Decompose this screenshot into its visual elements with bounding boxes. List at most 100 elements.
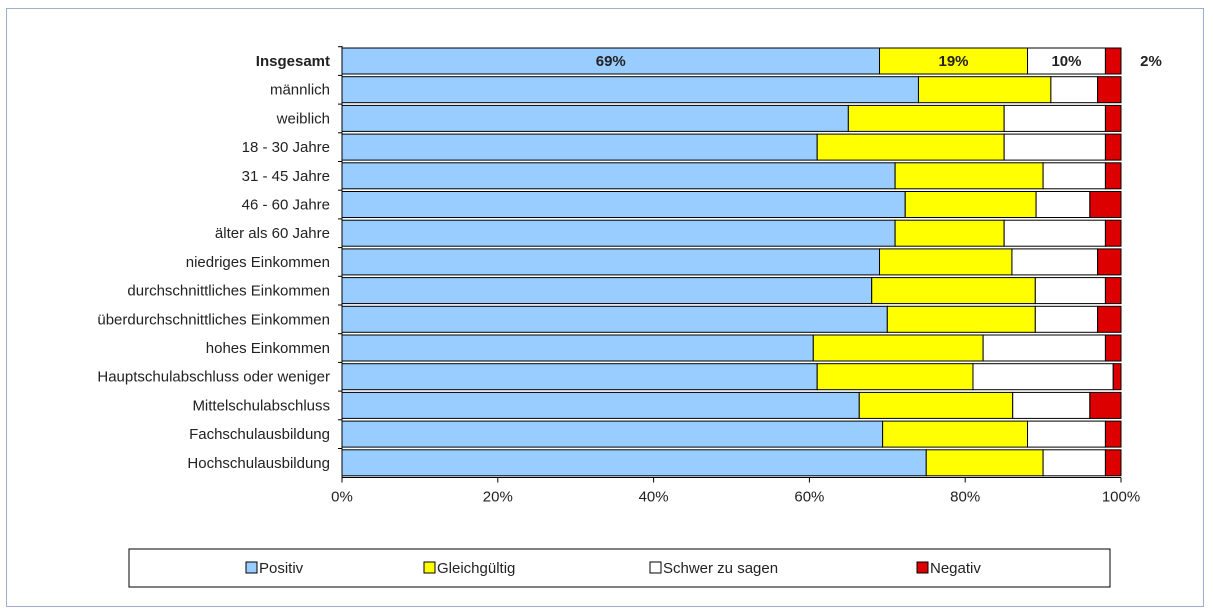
bar-schwer-zu-sagen-hohes-einkommen [982,334,1106,362]
bar-negativ-insgesamt [1104,47,1122,75]
bar-gleichgueltig-31-45-jahre [894,162,1044,190]
legend-label-positiv: Positiv [259,560,304,577]
data-label-negativ: 2% [1140,53,1162,70]
category-label-mittelschulabschluss: Mittelschulabschluss [192,397,330,414]
bar-positiv-aelter-als-60-jahre [341,219,896,247]
bar-negativ-fachschulausbildung [1104,420,1122,448]
legend-swatch-gleichgueltig [423,561,436,574]
category-label-aelter-als-60-jahre: älter als 60 Jahre [215,225,330,242]
bar-negativ-maennlich [1097,76,1122,104]
bar-positiv-niedriges-einkommen [341,248,881,276]
bar-positiv-hauptschulabschluss-oder-weniger [341,363,818,391]
category-label-durchschnittliches-einkommen: durchschnittliches Einkommen [127,283,330,300]
bar-gleichgueltig-18-30-jahre [816,133,1005,161]
data-label-positiv: 69% [596,53,626,70]
bar-schwer-zu-sagen-mittelschulabschluss [1012,391,1091,419]
data-label-schwer-zu-sagen: 10% [1051,53,1081,70]
bar-negativ-46-60-jahre [1089,191,1122,218]
bar-gleichgueltig-46-60-jahre [904,191,1037,218]
category-label-hauptschulabschluss-oder-weniger: Hauptschulabschluss oder weniger [97,369,330,386]
bar-positiv-hochschulausbildung [341,449,927,477]
x-tick-label-40: 40% [639,489,669,506]
category-label-fachschulausbildung: Fachschulausbildung [189,426,330,443]
bar-schwer-zu-sagen-31-45-jahre [1042,162,1106,190]
bar-schwer-zu-sagen-durchschnittliches-einkommen [1034,277,1106,305]
bar-positiv-31-45-jahre [341,162,896,190]
bar-negativ-18-30-jahre [1104,133,1122,161]
bar-gleichgueltig-hochschulausbildung [925,449,1044,477]
bar-schwer-zu-sagen-fachschulausbildung [1027,420,1106,448]
bar-positiv-18-30-jahre [341,133,818,161]
data-label-gleichgueltig: 19% [938,53,968,70]
bar-schwer-zu-sagen-hauptschulabschluss-oder-weniger [972,363,1114,391]
bar-schwer-zu-sagen-weiblich [1003,104,1106,132]
bar-gleichgueltig-weiblich [847,104,1005,132]
bar-schwer-zu-sagen-46-60-jahre [1035,191,1091,218]
bar-gleichgueltig-ueberdurchschnittliches-einkommen [886,305,1036,333]
x-axis: 0% 20% 40% 60% 80% 100% [331,46,1140,506]
bar-gleichgueltig-hauptschulabschluss-oder-weniger [816,363,974,391]
bar-negativ-hauptschulabschluss-oder-weniger [1112,363,1122,391]
x-tick-label-60: 60% [794,489,824,506]
chart-frame: Insgesamt männlich weiblich 18 - 30 Jahre 31… [6,8,1204,607]
stacked-bar-chart: Insgesamt männlich weiblich 18 - 30 Jahre 31… [97,46,1162,588]
bar-negativ-mittelschulabschluss [1089,391,1122,419]
legend-swatch-negativ [916,561,929,574]
category-label-ueberdurchschnittliches-einkommen: überdurchschnittliches Einkommen [97,311,330,328]
legend-swatch-positiv [245,561,258,574]
category-label-31-45-jahre: 31 - 45 Jahre [242,168,330,185]
bar-schwer-zu-sagen-ueberdurchschnittliches-einkommen [1034,305,1099,333]
bar-positiv-durchschnittliches-einkommen [341,277,873,305]
bar-schwer-zu-sagen-18-30-jahre [1003,133,1106,161]
category-label-niedriges-einkommen: niedriges Einkommen [186,254,330,271]
legend-label-gleichgueltig: Gleichgültig [437,560,515,577]
bar-positiv-fachschulausbildung [341,420,884,448]
bar-gleichgueltig-durchschnittliches-einkommen [871,277,1036,305]
bar-positiv-46-60-jahre [341,191,906,218]
category-label-hochschulausbildung: Hochschulausbildung [187,455,330,472]
bar-negativ-aelter-als-60-jahre [1104,219,1122,247]
bar-negativ-31-45-jahre [1104,162,1122,190]
bar-negativ-weiblich [1104,104,1122,132]
bar-schwer-zu-sagen-niedriges-einkommen [1011,248,1099,276]
bar-gleichgueltig-maennlich [917,76,1052,104]
x-tick-label-100: 100% [1102,489,1140,506]
category-labels: Insgesamt männlich weiblich 18 - 30 Jahre 31… [97,53,330,472]
bar-schwer-zu-sagen-hochschulausbildung [1042,449,1106,477]
bar-gleichgueltig-hohes-einkommen [812,334,984,362]
legend-label-schwer-zu-sagen: Schwer zu sagen [663,560,778,577]
bar-positiv-ueberdurchschnittliches-einkommen [341,305,888,333]
category-label-46-60-jahre: 46 - 60 Jahre [242,197,330,214]
category-label-insgesamt: Insgesamt [256,53,330,70]
category-label-weiblich: weiblich [276,110,330,127]
bar-schwer-zu-sagen-aelter-als-60-jahre [1003,219,1106,247]
bar-positiv-hohes-einkommen [341,334,814,362]
bar-gleichgueltig-niedriges-einkommen [879,248,1013,276]
x-tick-label-80: 80% [950,489,980,506]
category-label-maennlich: männlich [270,82,330,99]
x-tick-label-20: 20% [483,489,513,506]
legend-box [128,548,1111,588]
bar-negativ-hochschulausbildung [1104,449,1122,477]
bar-gleichgueltig-insgesamt [879,47,1029,75]
bars-layer [341,47,1122,477]
legend-label-negativ: Negativ [930,560,981,577]
legend-swatch-schwer-zu-sagen [649,561,662,574]
bar-positiv-mittelschulabschluss [341,391,860,419]
bar-gleichgueltig-aelter-als-60-jahre [894,219,1005,247]
bar-schwer-zu-sagen-maennlich [1050,76,1099,104]
legend: Positiv Gleichgültig Schwer zu sagen Negati… [128,548,1111,588]
bar-gleichgueltig-mittelschulabschluss [858,391,1014,419]
data-labels: 69% 19% 10% 2% [596,53,1162,70]
bar-negativ-hohes-einkommen [1104,334,1122,362]
x-tick-label-0: 0% [331,489,353,506]
bar-negativ-durchschnittliches-einkommen [1104,277,1122,305]
category-label-18-30-jahre: 18 - 30 Jahre [242,139,330,156]
bar-positiv-maennlich [341,76,919,104]
bar-negativ-niedriges-einkommen [1097,248,1122,276]
bar-negativ-ueberdurchschnittliches-einkommen [1097,305,1122,333]
bar-positiv-insgesamt [341,47,881,75]
bar-schwer-zu-sagen-insgesamt [1027,47,1106,75]
category-label-hohes-einkommen: hohes Einkommen [206,340,330,357]
bar-gleichgueltig-fachschulausbildung [882,420,1029,448]
